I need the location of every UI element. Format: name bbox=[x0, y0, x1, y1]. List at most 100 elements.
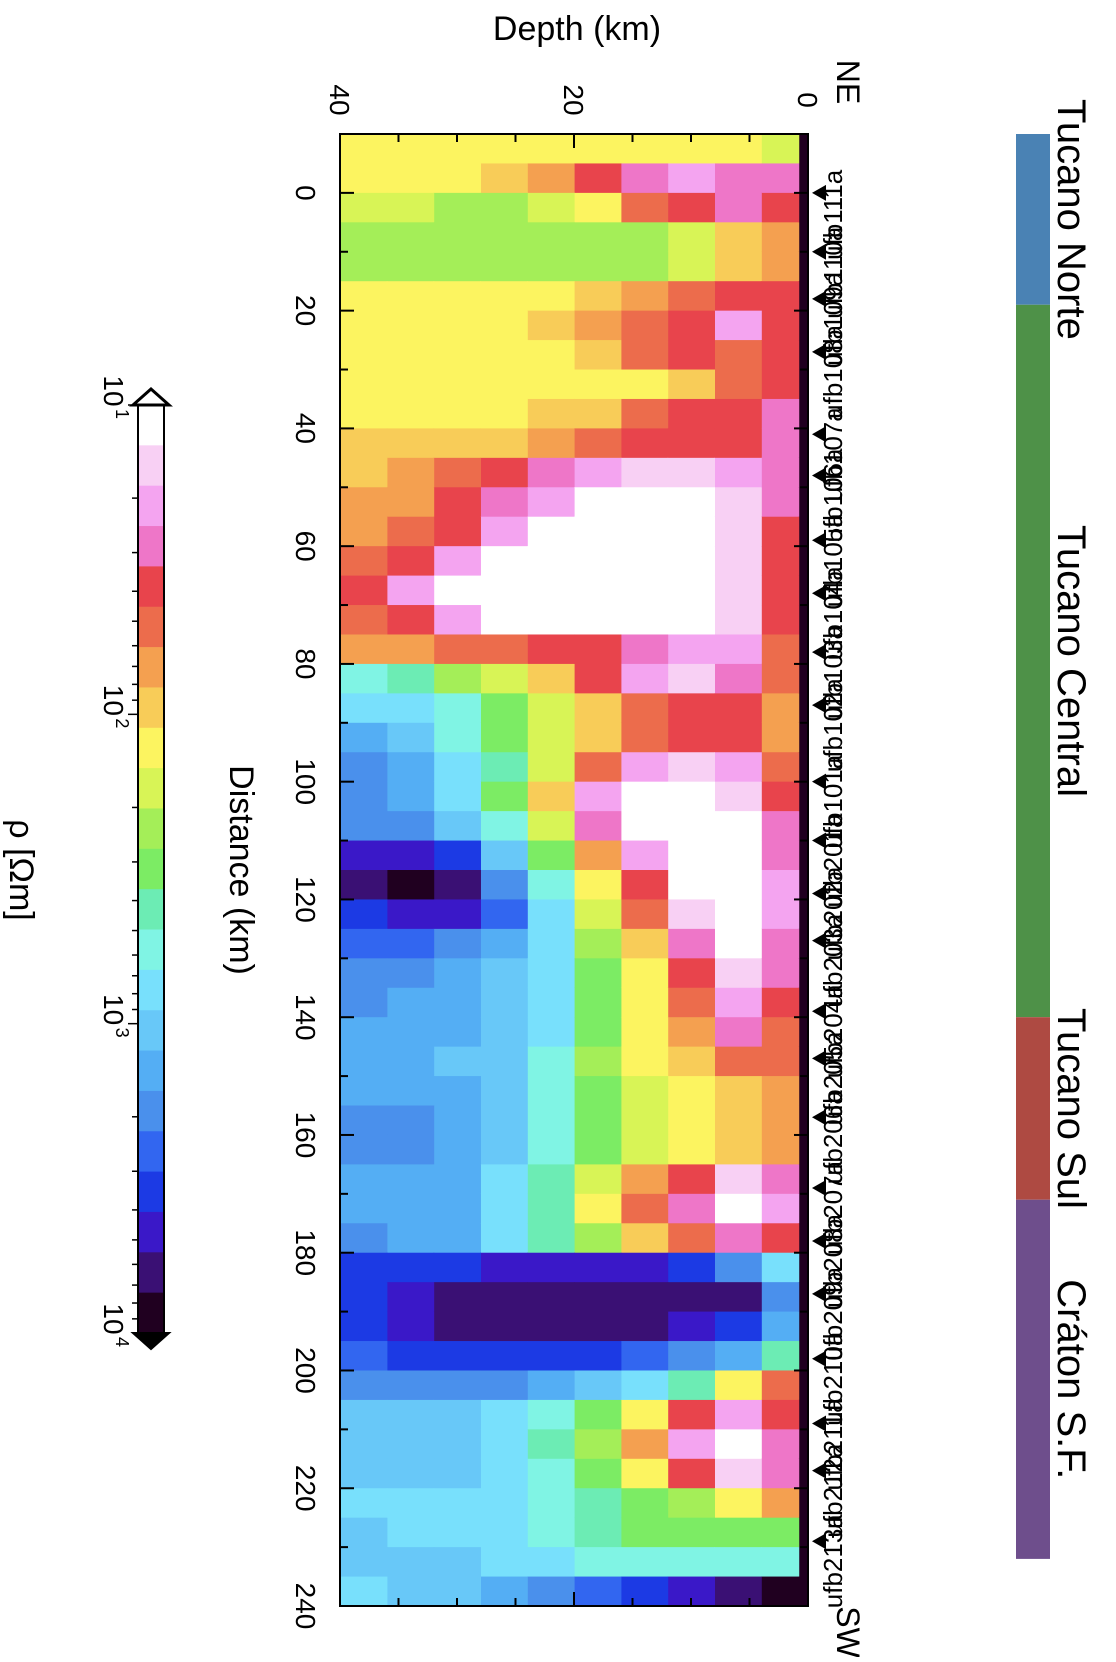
region-bar bbox=[1016, 1199, 1050, 1559]
resistivity-cell bbox=[433, 1017, 481, 1048]
resistivity-cell bbox=[667, 457, 715, 488]
resistivity-cell bbox=[480, 398, 528, 429]
resistivity-cell bbox=[433, 693, 481, 724]
resistivity-cell bbox=[714, 134, 762, 165]
resistivity-cell bbox=[714, 840, 762, 871]
resistivity-cell bbox=[620, 1517, 669, 1548]
resistivity-cell bbox=[527, 1105, 575, 1136]
station-label: ufb210a bbox=[818, 1331, 848, 1426]
resistivity-cell bbox=[386, 1429, 435, 1460]
resistivity-cell bbox=[480, 870, 528, 901]
resistivity-cell bbox=[340, 722, 388, 753]
resistivity-cell bbox=[761, 1429, 800, 1460]
resistivity-cell bbox=[386, 1282, 435, 1313]
resistivity-cell bbox=[386, 1076, 435, 1107]
resistivity-cell bbox=[527, 1017, 575, 1048]
resistivity-cell bbox=[714, 1429, 762, 1460]
resistivity-cell bbox=[714, 958, 762, 989]
colorbar-tick-base: 10 bbox=[98, 994, 129, 1025]
resistivity-cell bbox=[480, 1547, 528, 1578]
region-label: Tucano Sul bbox=[1049, 1008, 1093, 1209]
resistivity-cell bbox=[574, 1488, 622, 1519]
resistivity-cell bbox=[433, 487, 481, 518]
colorbar-swatch bbox=[138, 1252, 164, 1294]
distance-tick-label: 140 bbox=[290, 994, 321, 1041]
resistivity-cell bbox=[714, 163, 762, 194]
resistivity-cell bbox=[433, 340, 481, 371]
resistivity-cell bbox=[798, 1282, 809, 1313]
resistivity-cell bbox=[798, 1134, 809, 1165]
resistivity-cell bbox=[714, 663, 762, 694]
resistivity-cell bbox=[340, 1193, 388, 1224]
resistivity-cell bbox=[340, 1076, 388, 1107]
resistivity-cell bbox=[340, 693, 388, 724]
resistivity-cell bbox=[714, 192, 762, 223]
resistivity-cell bbox=[714, 516, 762, 547]
resistivity-cell bbox=[433, 781, 481, 812]
station-marker-icon bbox=[812, 1232, 826, 1249]
resistivity-cell bbox=[620, 1223, 669, 1254]
resistivity-cell bbox=[667, 840, 715, 871]
station-label: ufb213a bbox=[818, 1514, 848, 1609]
resistivity-cell bbox=[620, 987, 669, 1018]
resistivity-cell bbox=[620, 1458, 669, 1489]
colorbar-swatch bbox=[138, 969, 164, 1011]
resistivity-cell bbox=[340, 1517, 388, 1548]
resistivity-cell bbox=[527, 546, 575, 577]
resistivity-cell bbox=[433, 811, 481, 842]
resistivity-cell bbox=[667, 928, 715, 959]
resistivity-cell bbox=[433, 516, 481, 547]
region-bars: Tucano Norte Tucano Central Tucano Sul Crát… bbox=[1016, 99, 1093, 1559]
resistivity-cell bbox=[527, 192, 575, 223]
resistivity-cell bbox=[667, 605, 715, 636]
resistivity-cell bbox=[798, 840, 809, 871]
resistivity-cell bbox=[574, 1341, 622, 1372]
resistivity-cell bbox=[761, 1399, 800, 1430]
resistivity-cell bbox=[574, 1458, 622, 1489]
resistivity-cell bbox=[620, 958, 669, 989]
distance-tick-label: 180 bbox=[290, 1229, 321, 1276]
station-label: ufb205a bbox=[818, 1031, 848, 1126]
resistivity-cell bbox=[386, 487, 435, 518]
colorbar-tick-base: 10 bbox=[98, 1303, 129, 1334]
resistivity-cell bbox=[714, 1046, 762, 1077]
resistivity-cell bbox=[574, 1399, 622, 1430]
resistivity-cell bbox=[386, 1311, 435, 1342]
colorbar-swatch bbox=[138, 485, 164, 527]
resistivity-cell bbox=[798, 575, 809, 606]
resistivity-cell bbox=[433, 310, 481, 341]
distance-tick-label: 120 bbox=[290, 876, 321, 923]
resistivity-cell bbox=[340, 811, 388, 842]
resistivity-cell bbox=[386, 398, 435, 429]
resistivity-cell bbox=[761, 369, 800, 400]
resistivity-cell bbox=[620, 1076, 669, 1107]
resistivity-cell bbox=[798, 457, 809, 488]
colorbar-swatch bbox=[138, 929, 164, 971]
resistivity-cell bbox=[798, 310, 809, 341]
resistivity-cell bbox=[620, 781, 669, 812]
resistivity-cell bbox=[433, 605, 481, 636]
resistivity-cell bbox=[480, 663, 528, 694]
resistivity-cell bbox=[480, 1164, 528, 1195]
resistivity-cell bbox=[714, 870, 762, 901]
distance-tick-label: 200 bbox=[290, 1347, 321, 1394]
colorbar-swatch bbox=[138, 1292, 164, 1334]
colorbar-swatch bbox=[138, 1050, 164, 1092]
resistivity-cell bbox=[480, 222, 528, 253]
resistivity-cell bbox=[620, 1311, 669, 1342]
colorbar-swatch bbox=[138, 889, 164, 931]
resistivity-cell bbox=[714, 1134, 762, 1165]
resistivity-cell bbox=[386, 1341, 435, 1372]
resistivity-cell bbox=[620, 340, 669, 371]
resistivity-cell bbox=[527, 781, 575, 812]
resistivity-cell bbox=[714, 1164, 762, 1195]
resistivity-cell bbox=[527, 1517, 575, 1548]
resistivity-cell bbox=[433, 899, 481, 930]
resistivity-cell bbox=[433, 634, 481, 665]
resistivity-cell bbox=[527, 398, 575, 429]
colorbar-tick-exponent: 4 bbox=[112, 1337, 132, 1347]
resistivity-cell bbox=[714, 811, 762, 842]
resistivity-cell bbox=[433, 752, 481, 783]
colorbar-tick-base: 10 bbox=[98, 685, 129, 716]
